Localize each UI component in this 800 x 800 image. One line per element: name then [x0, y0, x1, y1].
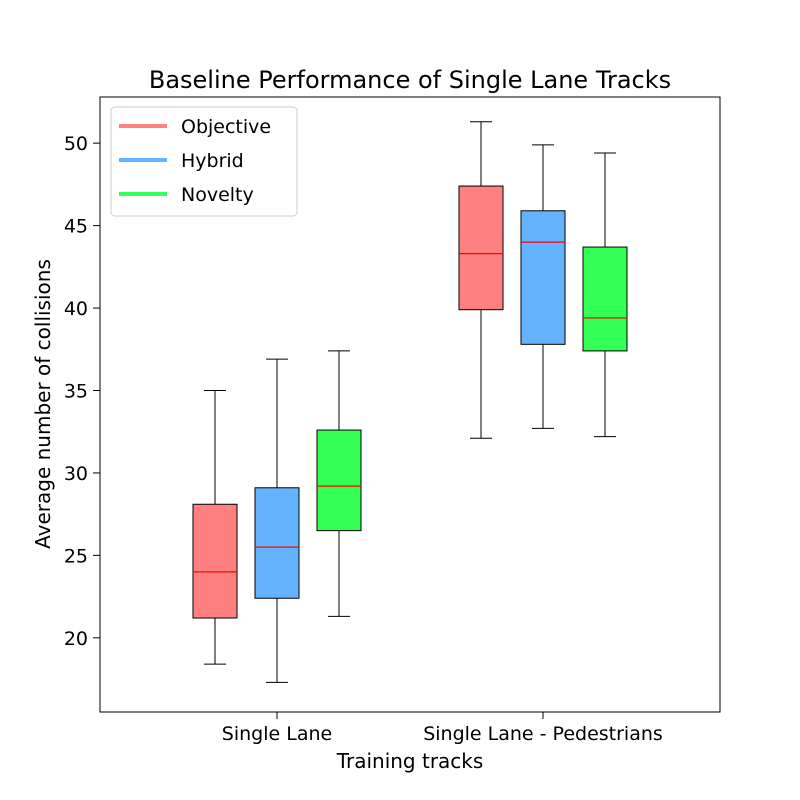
x-tick-label: Single Lane [222, 723, 332, 745]
box-hybrid-1 [520, 144, 566, 429]
box-body [192, 503, 238, 619]
x-tick-label: Single Lane - Pedestrians [423, 723, 663, 745]
y-tick-label: 45 [64, 216, 88, 238]
box-body [316, 429, 362, 532]
y-tick-label: 40 [64, 298, 88, 320]
box-body [582, 246, 628, 352]
legend-label-hybrid: Hybrid [181, 150, 244, 172]
y-tick-label: 30 [64, 463, 88, 485]
box-body [254, 487, 300, 599]
y-tick-label: 20 [64, 628, 88, 650]
box-body [458, 185, 504, 311]
plot-layer [192, 121, 628, 683]
box-novelty-1 [582, 152, 628, 438]
x-axis-label: Training tracks [336, 749, 484, 773]
legend-frame [110, 106, 298, 217]
box-objective-0 [192, 389, 238, 665]
y-axis-label: Average number of collisions [31, 259, 55, 549]
plot-frame [99, 96, 721, 713]
box-novelty-0 [316, 350, 362, 617]
legend-label-novelty: Novelty [181, 184, 254, 206]
box-objective-1 [458, 121, 504, 439]
box-body [520, 210, 566, 345]
box-hybrid-0 [254, 358, 300, 683]
y-tick-label: 50 [64, 133, 88, 155]
x-axis: Single Lane Single Lane - Pedestrians [222, 712, 663, 745]
chart-title: Baseline Performance of Single Lane Trac… [149, 66, 671, 94]
legend: Objective Hybrid Novelty [110, 106, 298, 217]
legend-label-objective: Objective [181, 116, 271, 138]
y-tick-label: 25 [64, 545, 88, 567]
y-tick-label: 35 [64, 380, 88, 402]
y-axis: 20 25 30 35 40 45 50 [64, 133, 100, 650]
